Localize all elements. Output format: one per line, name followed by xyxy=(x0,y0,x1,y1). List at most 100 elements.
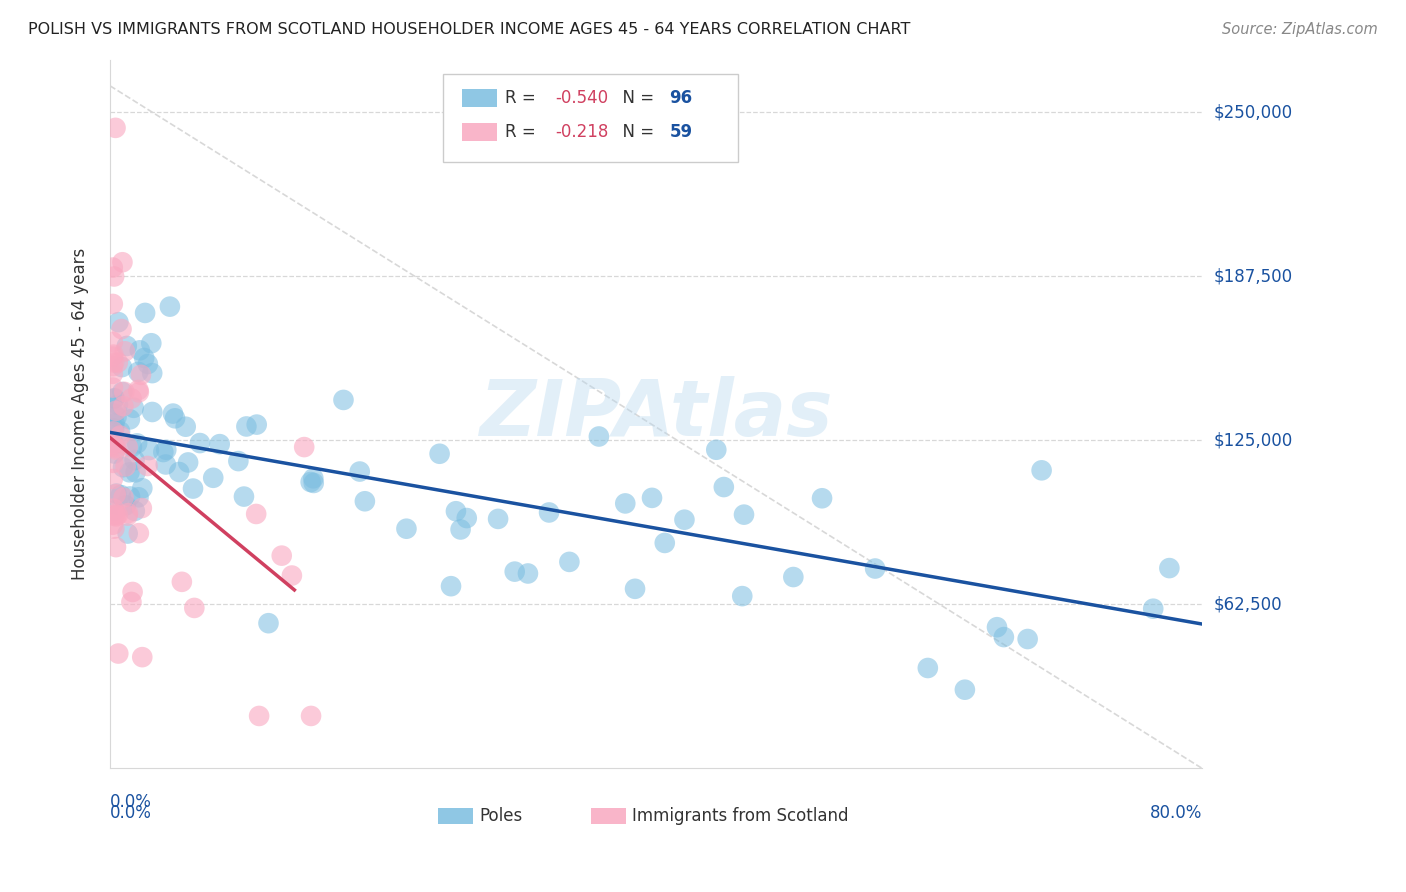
Point xyxy=(110,488,132,502)
Point xyxy=(112,384,135,399)
Point xyxy=(101,359,124,373)
Point xyxy=(101,472,124,486)
Point xyxy=(103,407,125,421)
Point xyxy=(107,647,129,661)
Text: ZIPAtlas: ZIPAtlas xyxy=(479,376,832,452)
Point xyxy=(101,456,124,470)
Point xyxy=(138,443,160,458)
Point xyxy=(111,255,134,269)
Point xyxy=(111,385,134,400)
Point xyxy=(349,465,371,479)
Point xyxy=(101,367,124,381)
Point xyxy=(292,440,315,454)
Point xyxy=(155,458,177,472)
Point xyxy=(141,366,163,380)
Point xyxy=(141,405,163,419)
Point xyxy=(110,322,132,336)
Point xyxy=(704,442,727,457)
Point xyxy=(538,506,561,520)
Point xyxy=(136,458,159,473)
Point xyxy=(115,339,138,353)
Point xyxy=(114,498,136,512)
Point xyxy=(516,566,538,581)
Text: -0.540: -0.540 xyxy=(555,89,609,107)
Point xyxy=(654,536,676,550)
Point xyxy=(163,411,186,425)
Point xyxy=(208,437,231,451)
Point xyxy=(104,404,127,418)
Text: -0.218: -0.218 xyxy=(555,123,609,141)
Point xyxy=(129,368,152,382)
Point xyxy=(332,392,354,407)
Point xyxy=(128,490,150,504)
Point xyxy=(131,501,153,516)
Point xyxy=(103,391,125,405)
Text: N =: N = xyxy=(613,89,659,107)
Point xyxy=(107,355,129,369)
Point xyxy=(228,454,250,468)
Point xyxy=(299,475,322,489)
Point xyxy=(440,579,463,593)
Point xyxy=(134,306,156,320)
Point xyxy=(103,425,125,439)
Point xyxy=(993,630,1015,644)
Point xyxy=(105,509,128,524)
Point xyxy=(128,385,150,400)
Text: Poles: Poles xyxy=(479,807,523,825)
Point xyxy=(863,561,886,575)
Point xyxy=(811,491,834,506)
Point xyxy=(103,355,125,369)
Point xyxy=(1017,632,1039,646)
Point xyxy=(181,482,204,496)
Point xyxy=(141,336,163,351)
Point xyxy=(986,620,1008,634)
Point xyxy=(202,471,225,485)
Point xyxy=(124,504,146,518)
Point xyxy=(170,574,193,589)
Point xyxy=(120,595,142,609)
Point xyxy=(114,344,136,359)
Point xyxy=(101,381,124,395)
Point xyxy=(117,506,139,520)
Point xyxy=(486,512,509,526)
Point xyxy=(117,508,139,523)
Text: $62,500: $62,500 xyxy=(1213,595,1282,614)
Point xyxy=(429,447,451,461)
Point xyxy=(1031,463,1053,477)
Point xyxy=(444,504,467,518)
Text: $250,000: $250,000 xyxy=(1213,103,1292,121)
Point xyxy=(111,360,134,375)
Point xyxy=(104,417,127,431)
Point xyxy=(302,471,325,485)
Point xyxy=(105,410,128,425)
Text: 80.0%: 80.0% xyxy=(1150,804,1202,822)
Point xyxy=(235,419,257,434)
Text: 59: 59 xyxy=(669,123,692,141)
Point xyxy=(128,526,150,541)
Point xyxy=(111,460,134,475)
Point xyxy=(167,465,190,479)
Text: $125,000: $125,000 xyxy=(1213,432,1292,450)
Point xyxy=(245,507,267,521)
Point xyxy=(104,120,127,135)
Point xyxy=(105,441,128,455)
Text: Source: ZipAtlas.com: Source: ZipAtlas.com xyxy=(1222,22,1378,37)
Point xyxy=(104,487,127,501)
Point xyxy=(103,421,125,435)
Point xyxy=(104,540,127,554)
Point xyxy=(124,453,146,467)
FancyBboxPatch shape xyxy=(437,808,472,823)
Point xyxy=(713,480,735,494)
Y-axis label: Householder Income Ages 45 - 64 years: Householder Income Ages 45 - 64 years xyxy=(72,248,89,580)
Point xyxy=(103,508,125,523)
Point xyxy=(103,501,125,516)
Point xyxy=(450,523,472,537)
Point xyxy=(103,348,125,362)
Point xyxy=(731,589,754,603)
Point xyxy=(159,300,181,314)
Text: R =: R = xyxy=(505,123,547,141)
Point xyxy=(456,511,478,525)
Point xyxy=(127,383,149,397)
Point xyxy=(299,709,322,723)
Point xyxy=(101,440,124,454)
